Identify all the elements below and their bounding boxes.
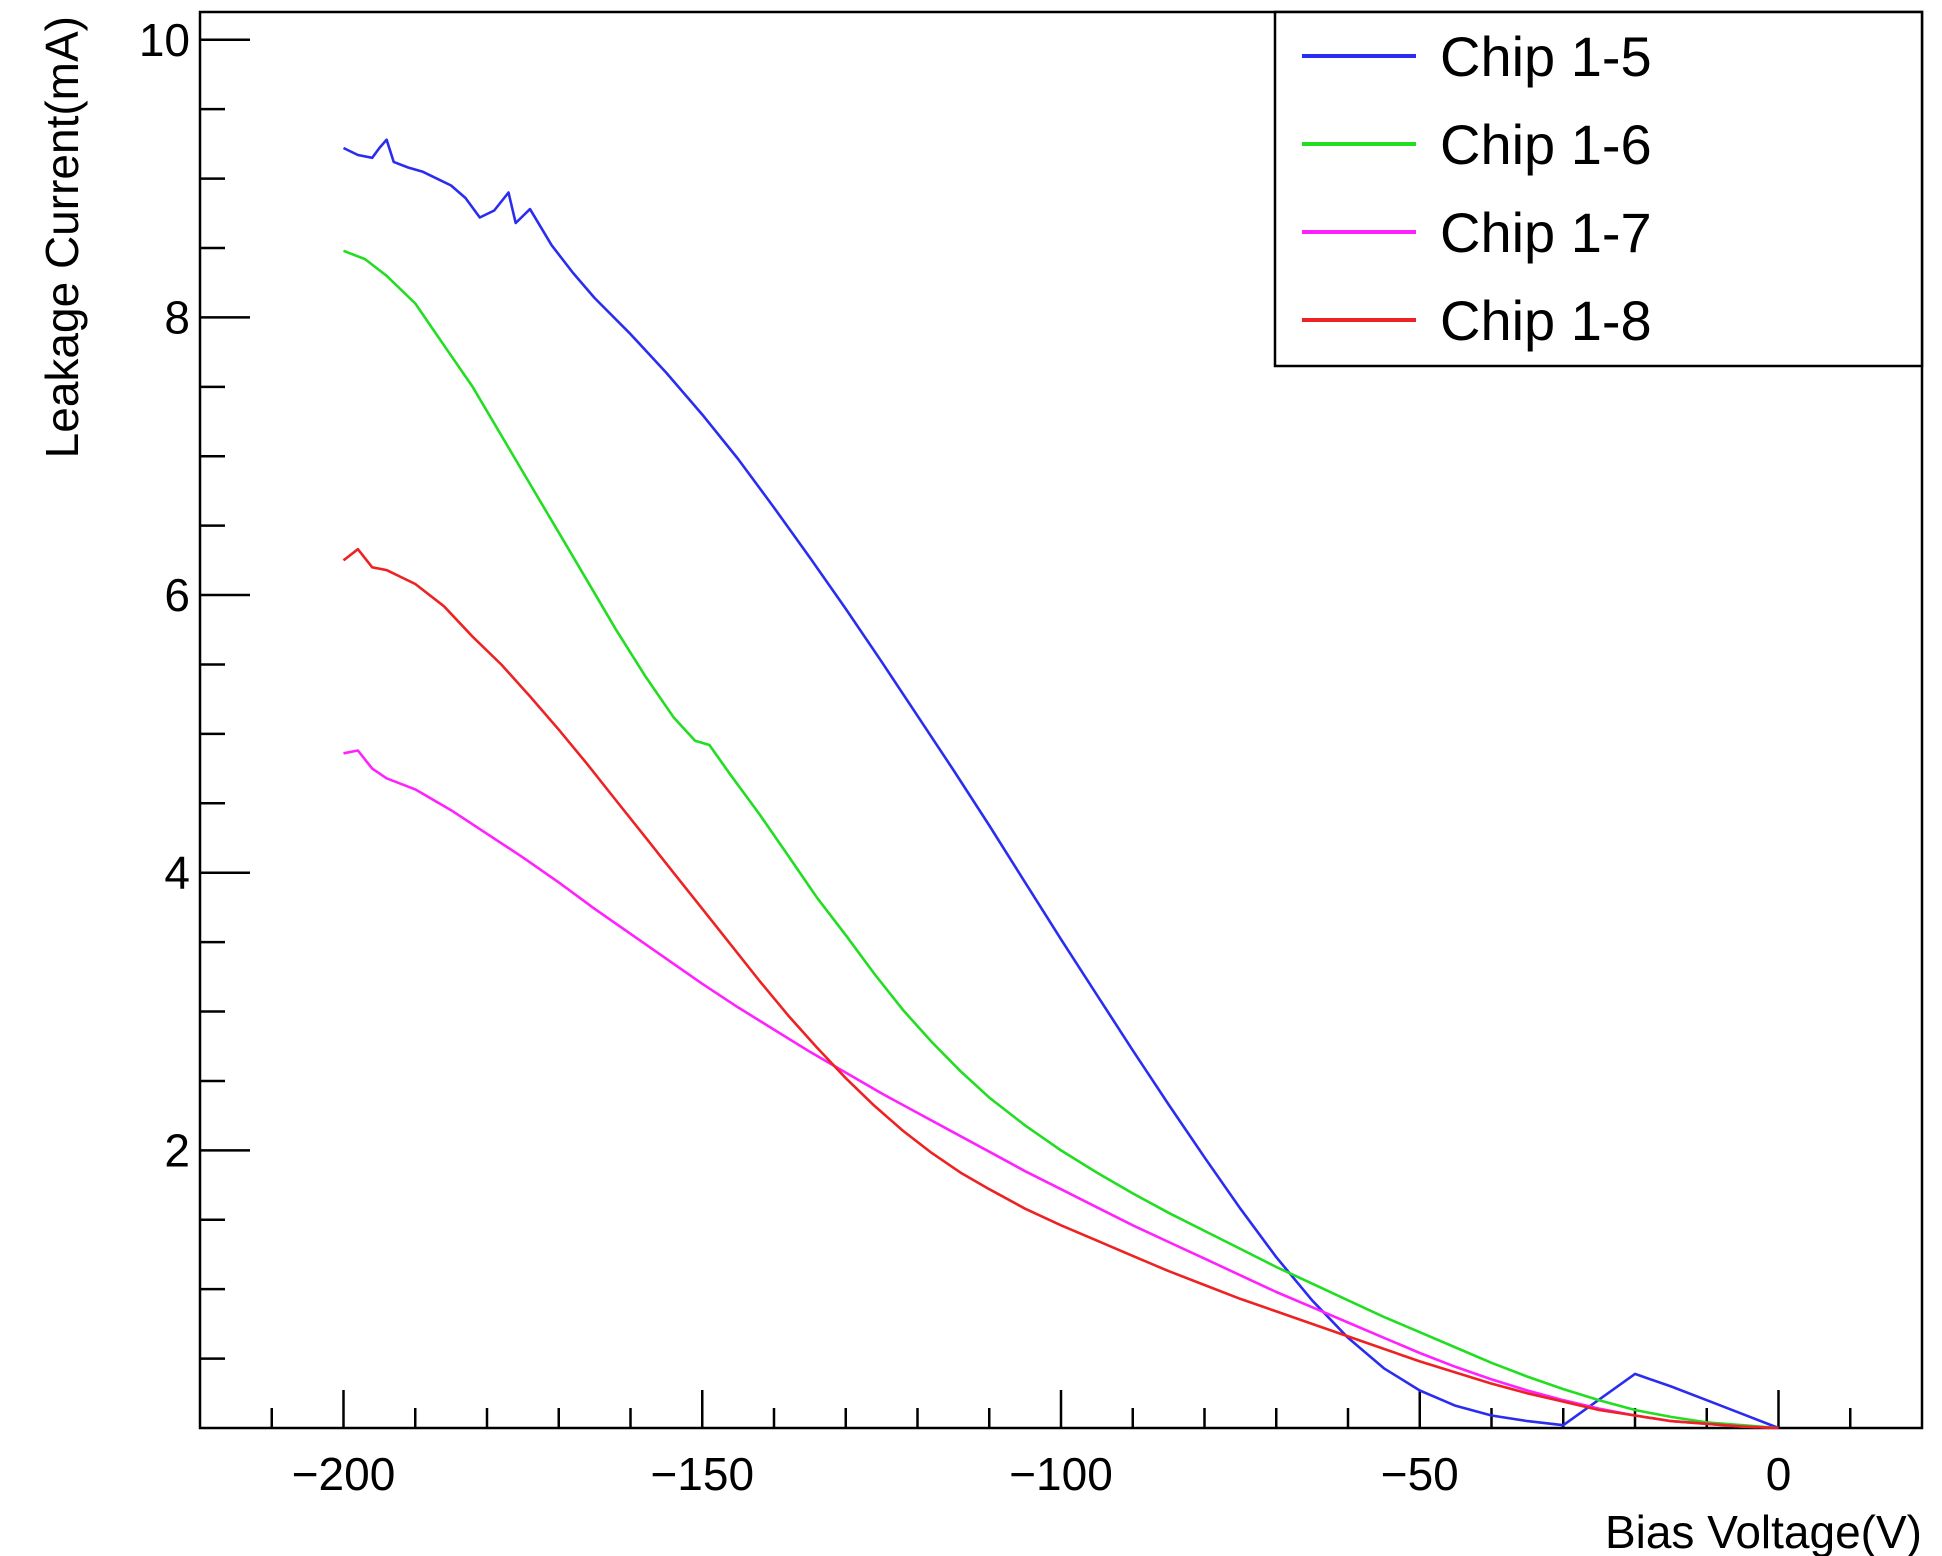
legend-label: Chip 1-6 <box>1440 113 1652 176</box>
series-layer <box>342 138 1779 1430</box>
series-line-4 <box>342 547 1779 1430</box>
x-tick-label: 0 <box>1766 1448 1792 1500</box>
x-axis-title: Bias Voltage(V) <box>1605 1506 1922 1556</box>
axes-layer: −200 −150 −100 −50 0 2 4 6 8 10 <box>139 10 1924 1500</box>
series-line-1 <box>342 138 1779 1430</box>
x-tick-label: −200 <box>292 1448 396 1500</box>
x-tick-label: −150 <box>650 1448 754 1500</box>
series-line-3 <box>343 749 1779 1430</box>
legend-label: Chip 1-5 <box>1440 25 1652 88</box>
legend-box <box>1273 10 1924 368</box>
x-tick-label: −100 <box>1009 1448 1113 1500</box>
y-tick-label: 2 <box>164 1124 190 1176</box>
legend-label: Chip 1-7 <box>1440 201 1652 264</box>
series-line-2 <box>343 249 1779 1430</box>
legend: Chip 1-5 Chip 1-6 Chip 1-7 Chip 1-8 <box>1273 10 1924 368</box>
y-tick-label: 6 <box>164 569 190 621</box>
y-axis-title: Leakage Current(mA) <box>36 16 88 458</box>
y-tick-label: 8 <box>164 291 190 343</box>
x-tick-label: −50 <box>1381 1448 1459 1500</box>
legend-label: Chip 1-8 <box>1440 289 1652 352</box>
y-tick-label: 10 <box>139 14 190 66</box>
y-tick-label: 4 <box>164 847 190 899</box>
